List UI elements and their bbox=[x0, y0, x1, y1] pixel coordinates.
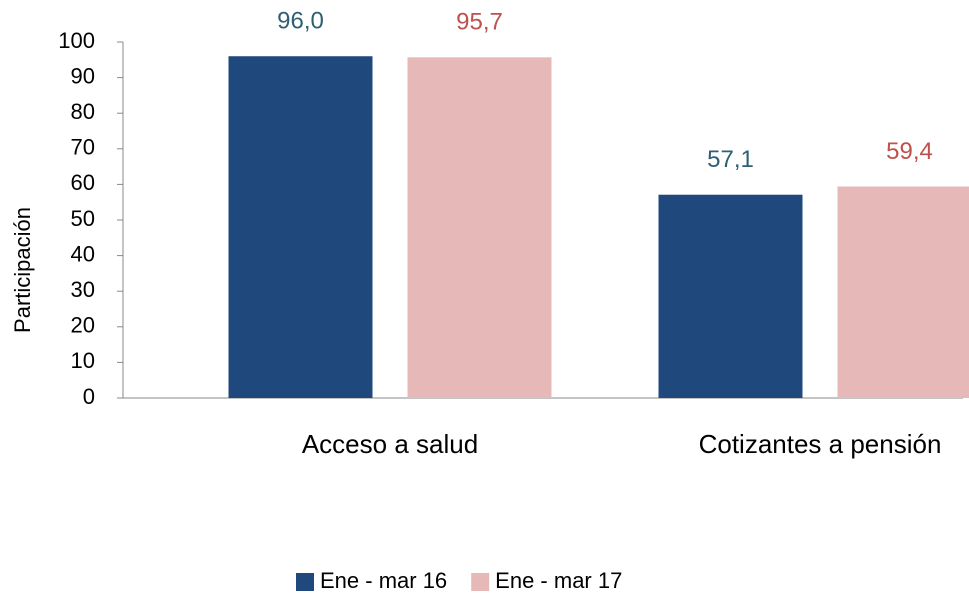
y-tick-label: 50 bbox=[71, 206, 95, 231]
legend-swatch bbox=[296, 573, 314, 591]
y-tick-label: 30 bbox=[71, 277, 95, 302]
y-tick-label: 60 bbox=[71, 170, 95, 195]
y-tick-label: 20 bbox=[71, 313, 95, 338]
bar bbox=[407, 57, 552, 399]
y-tick-label: 90 bbox=[71, 63, 95, 88]
legend-swatch bbox=[471, 573, 490, 591]
value-label: 59,4 bbox=[886, 138, 933, 165]
y-tick-label: 100 bbox=[58, 28, 95, 53]
bar bbox=[658, 194, 803, 398]
value-label: 96,0 bbox=[277, 8, 324, 35]
y-tick-label: 70 bbox=[71, 135, 95, 160]
y-tick-label: 40 bbox=[71, 241, 95, 266]
y-tick-label: 80 bbox=[71, 99, 95, 124]
y-tick-label: 0 bbox=[83, 384, 95, 409]
value-label: 95,7 bbox=[456, 9, 503, 36]
x-tick-label: Acceso a salud bbox=[302, 429, 478, 459]
legend-label: Ene - mar 16 bbox=[320, 568, 447, 593]
bar bbox=[228, 56, 373, 399]
y-tick-label: 10 bbox=[71, 348, 95, 373]
x-tick-label: Cotizantes a pensión bbox=[699, 429, 942, 459]
bar bbox=[837, 186, 969, 398]
y-axis-label: Participación bbox=[10, 207, 35, 333]
value-label: 57,1 bbox=[707, 146, 754, 173]
legend-label: Ene - mar 17 bbox=[495, 568, 622, 593]
